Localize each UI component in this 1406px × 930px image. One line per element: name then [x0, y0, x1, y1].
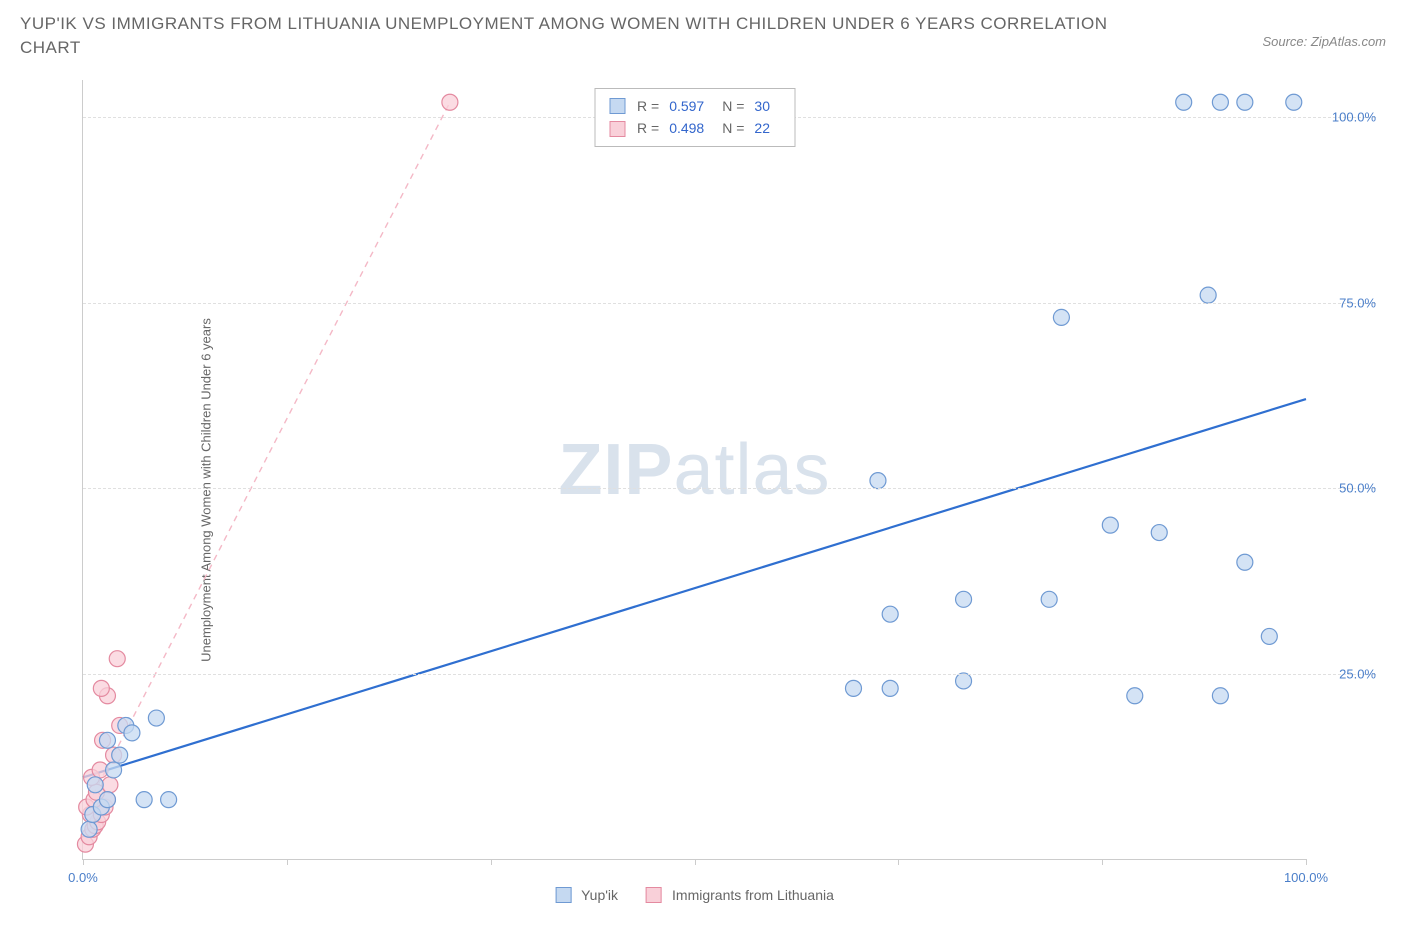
legend-swatch-yupik [555, 887, 571, 903]
plot-svg [83, 80, 1306, 859]
x-tick-label: 100.0% [1284, 870, 1328, 885]
stats-row-lithuania: R = 0.498 N = 22 [609, 117, 780, 139]
legend-item-lithuania: Immigrants from Lithuania [646, 887, 834, 903]
legend-item-yupik: Yup'ik [555, 887, 618, 903]
stats-row-yupik: R = 0.597 N = 30 [609, 95, 780, 117]
header: YUP'IK VS IMMIGRANTS FROM LITHUANIA UNEM… [0, 0, 1406, 60]
chart-container: Unemployment Among Women with Children U… [20, 70, 1386, 910]
plot-area: ZIPatlas R = 0.597 N = 30 R = 0.498 N = … [82, 80, 1306, 860]
y-tick-label: 75.0% [1316, 295, 1376, 310]
source-attribution: Source: ZipAtlas.com [1262, 34, 1386, 49]
legend-label: Immigrants from Lithuania [672, 887, 834, 903]
stats-legend-box: R = 0.597 N = 30 R = 0.498 N = 22 [594, 88, 795, 147]
legend-swatch-lithuania [646, 887, 662, 903]
x-tick-label: 0.0% [68, 870, 98, 885]
y-tick-label: 25.0% [1316, 666, 1376, 681]
legend-label: Yup'ik [581, 887, 618, 903]
chart-title: YUP'IK VS IMMIGRANTS FROM LITHUANIA UNEM… [20, 12, 1120, 60]
swatch-lithuania [609, 121, 625, 137]
y-tick-label: 50.0% [1316, 481, 1376, 496]
swatch-yupik [609, 98, 625, 114]
series-legend: Yup'ik Immigrants from Lithuania [555, 887, 834, 903]
y-tick-label: 100.0% [1316, 110, 1376, 125]
